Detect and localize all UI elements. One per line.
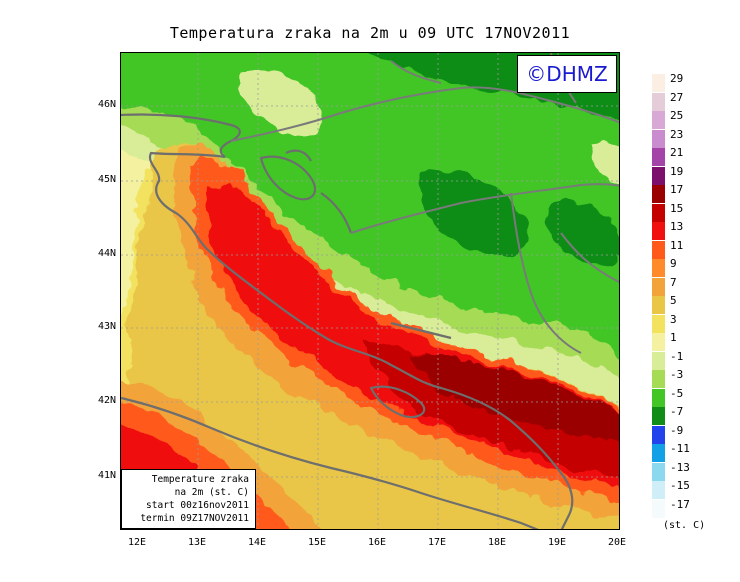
legend-label: -3 bbox=[670, 368, 684, 381]
lat-label-44n: 44N bbox=[97, 248, 116, 259]
legend-swatch bbox=[652, 203, 665, 222]
legend-swatch bbox=[652, 259, 665, 277]
legend-label: 1 bbox=[670, 331, 677, 344]
legend-unit: (st. C) bbox=[663, 520, 706, 531]
legend-label: 13 bbox=[670, 220, 684, 233]
lon-label-15e: 15E bbox=[307, 537, 327, 548]
legend-swatch bbox=[652, 296, 665, 314]
legend-swatch bbox=[652, 462, 665, 481]
legend-label: 9 bbox=[670, 257, 677, 270]
info-line-2: na 2m (st. C) bbox=[174, 487, 249, 498]
lon-label-18e: 18E bbox=[487, 537, 507, 548]
legend-swatch bbox=[652, 407, 665, 425]
info-line-1: Temperature zraka bbox=[151, 474, 249, 485]
lon-label-20e: 20E bbox=[607, 537, 627, 548]
legend-label: 7 bbox=[670, 275, 677, 289]
lon-label-14e: 14E bbox=[247, 537, 267, 548]
legend-label: 19 bbox=[670, 164, 684, 178]
band-plus17 bbox=[411, 353, 619, 447]
lon-label-17e: 17E bbox=[427, 537, 447, 548]
legend-label: -1 bbox=[670, 349, 684, 363]
lat-label-41n: 41N bbox=[97, 470, 116, 481]
temperature-map[interactable]: ©DHMZ Temperature zraka na 2m (st. C) st… bbox=[120, 52, 620, 530]
legend-swatch bbox=[652, 444, 665, 462]
legend-label: 23 bbox=[670, 127, 684, 141]
legend-label: 21 bbox=[670, 146, 684, 159]
temperature-field bbox=[121, 53, 619, 529]
lon-label-16e: 16E bbox=[367, 537, 387, 548]
legend-swatch bbox=[652, 333, 665, 351]
dhmz-logo: ©DHMZ bbox=[517, 55, 617, 93]
legend-label: -5 bbox=[670, 386, 684, 400]
legend-label: -9 bbox=[670, 423, 684, 437]
legend-swatch bbox=[652, 148, 665, 166]
legend-label: 15 bbox=[670, 201, 684, 215]
legend-label: 3 bbox=[670, 312, 677, 326]
legend-label: 17 bbox=[670, 183, 684, 196]
legend-swatch bbox=[652, 425, 665, 444]
legend-label: -13 bbox=[670, 460, 690, 474]
legend-swatch bbox=[652, 185, 665, 203]
lat-label-43n: 43N bbox=[97, 321, 116, 332]
info-line-3: start 00z16nov2011 bbox=[146, 500, 249, 511]
lon-label-13e: 13E bbox=[187, 537, 207, 548]
legend-swatch bbox=[652, 499, 665, 518]
legend-label: 27 bbox=[670, 90, 684, 104]
legend-swatch bbox=[652, 222, 665, 240]
legend-swatch bbox=[652, 481, 665, 499]
lat-label-42n: 42N bbox=[97, 395, 116, 406]
info-line-4: termin 09Z17NOV2011 bbox=[140, 513, 249, 524]
temperature-bands bbox=[121, 106, 619, 529]
legend-label: 25 bbox=[670, 109, 684, 122]
legend-swatch bbox=[652, 166, 665, 185]
legend-swatch bbox=[652, 92, 665, 111]
legend-label: 29 bbox=[670, 72, 684, 85]
legend-swatch bbox=[652, 314, 665, 333]
legend-label: 5 bbox=[670, 294, 677, 307]
map-title: Temperatura zraka na 2m u 09 UTC 17NOV20… bbox=[169, 24, 571, 42]
legend-label: 11 bbox=[670, 238, 684, 252]
legend-swatch bbox=[652, 111, 665, 129]
legend-label: -11 bbox=[670, 442, 690, 455]
legend-swatch bbox=[652, 277, 665, 296]
legend-label: -17 bbox=[670, 497, 690, 511]
legend-swatch bbox=[652, 388, 665, 407]
coastline bbox=[121, 113, 574, 529]
legend-swatch bbox=[652, 351, 665, 370]
map-info-box: Temperature zraka na 2m (st. C) start 00… bbox=[121, 469, 256, 529]
lon-label-19e: 19E bbox=[547, 537, 567, 548]
legend-label: -15 bbox=[670, 479, 690, 492]
lon-label-12e: 12E bbox=[127, 537, 147, 548]
legend-label: -7 bbox=[670, 405, 684, 418]
lat-label-46n: 46N bbox=[97, 99, 116, 110]
legend-swatch bbox=[652, 74, 665, 92]
legend-swatch bbox=[652, 370, 665, 388]
legend-swatch bbox=[652, 129, 665, 148]
lat-label-45n: 45N bbox=[97, 174, 116, 185]
legend-swatch bbox=[652, 240, 665, 259]
